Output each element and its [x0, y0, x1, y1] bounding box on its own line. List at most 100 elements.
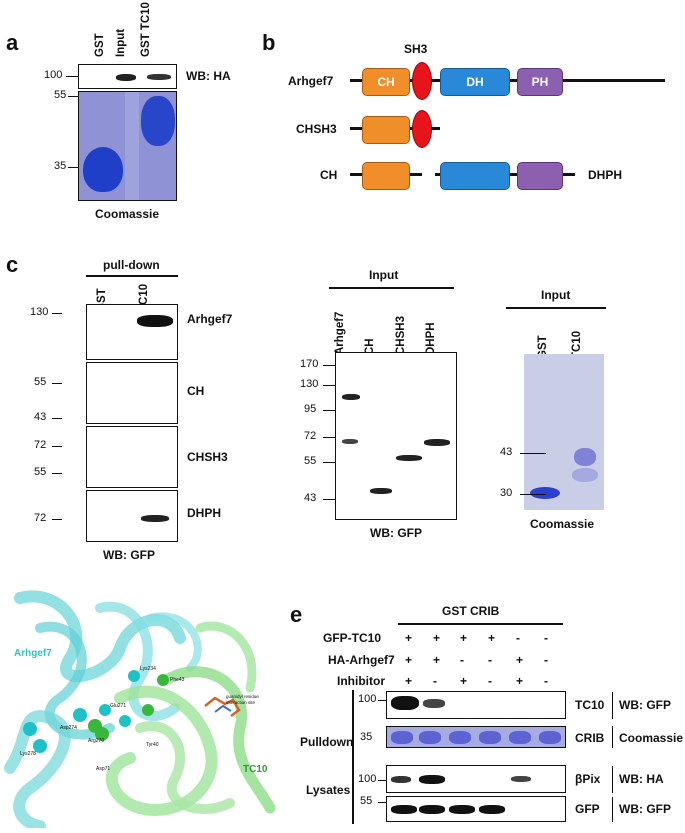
mw-tick: [323, 410, 335, 412]
band: [572, 468, 598, 482]
pulldown-label: Pulldown: [300, 735, 354, 749]
mw-label: 55: [304, 455, 317, 467]
mw-label: 72: [34, 512, 47, 524]
lane-label-gst: GST: [94, 33, 106, 57]
domain-row-dhph: DHPH: [588, 168, 623, 182]
wb-ha-label: WB: HA: [186, 69, 231, 83]
residue-label: Lys278: [20, 751, 36, 757]
mw-label: 100: [358, 693, 377, 705]
blot-detection-gfp: WB: GFP: [619, 698, 671, 712]
mw-label: 72: [304, 430, 317, 442]
mw-tick: [52, 313, 62, 315]
mw-label: 100: [44, 69, 63, 81]
lane-label-arhgef7: Arhgef7: [334, 311, 346, 355]
blot-label-chsh3: CHSH3: [187, 450, 228, 464]
panel-a-letter: a: [6, 30, 19, 55]
condition-sign: -: [488, 674, 492, 688]
domain-row-arhgef7: Arhgef7: [288, 74, 334, 88]
coomassie-gel-a: [78, 91, 177, 201]
condition-sign: +: [433, 631, 441, 645]
crib-header: GST CRIB: [442, 604, 500, 618]
blot-c-chsh3: [86, 426, 178, 488]
condition-sign: -: [544, 631, 548, 645]
header-rule: [506, 307, 606, 309]
band: [479, 805, 505, 814]
residue-label: Asp71: [96, 766, 111, 772]
band: [116, 74, 136, 81]
mw-tick: [378, 780, 386, 782]
band: [391, 805, 417, 814]
structure-model: [0, 588, 280, 832]
band: [141, 515, 169, 522]
residue-label: Arg270: [88, 738, 105, 744]
blot-a-ha: [78, 64, 177, 89]
mw-label: 30: [500, 487, 513, 499]
domain-row-ch: CH: [320, 168, 338, 182]
condition-sign: -: [544, 674, 548, 688]
mw-label: 100: [358, 773, 377, 785]
band: [509, 731, 531, 744]
lysates-label: Lysates: [306, 783, 351, 797]
condition-sign: +: [460, 631, 468, 645]
condition-sign: +: [460, 674, 468, 688]
condition-sign: +: [405, 631, 413, 645]
mw-tick: [52, 446, 62, 448]
tc10-structure-label: TC10: [243, 764, 268, 775]
blot-detection-gfp-2: WB: GFP: [619, 802, 671, 816]
condition-sign: +: [516, 674, 524, 688]
band: [125, 92, 139, 200]
mw-tick: [520, 453, 546, 455]
mw-tick: [52, 519, 62, 521]
condition-sign: -: [460, 653, 464, 667]
separator-line: [612, 766, 614, 793]
lane-label-input: Input: [115, 28, 127, 57]
mw-label: 43: [500, 446, 513, 458]
band: [370, 488, 392, 494]
mw-label: 55: [34, 376, 47, 388]
blot-c-ch: [86, 362, 178, 424]
input-header: Input: [369, 268, 399, 282]
bracket-line: [352, 764, 354, 824]
band: [137, 315, 173, 327]
mw-tick: [378, 700, 386, 702]
input2-header: Input: [541, 288, 571, 302]
blot-label-arhgef7: Arhgef7: [187, 312, 233, 326]
lane-label-gst-tc10: GST TC10: [140, 2, 152, 57]
mw-label: 130: [300, 378, 319, 390]
mw-tick: [520, 494, 546, 496]
ph-domain: PH: [517, 68, 563, 96]
band: [574, 448, 596, 466]
pulldown-header: pull-down: [103, 258, 160, 272]
mw-tick: [378, 802, 386, 804]
mw-label: 43: [34, 411, 47, 423]
condition-inhibitor: Inhibitor: [337, 674, 385, 688]
mw-tick: [68, 167, 78, 169]
band: [391, 696, 419, 710]
blot-e-crib: [386, 726, 566, 748]
condition-sign: -: [433, 674, 437, 688]
band: [511, 776, 531, 782]
lane-label-chsh3: CHSH3: [395, 316, 407, 355]
mw-label: 55: [54, 89, 67, 101]
mw-label: 72: [34, 439, 47, 451]
blot-c-arhgef7: [86, 304, 178, 360]
mw-label: 130: [30, 306, 49, 318]
mw-tick: [323, 462, 335, 464]
mw-label: 95: [304, 403, 317, 415]
header-rule: [329, 287, 454, 289]
coomassie-gel-c: [524, 354, 604, 510]
residue-label: Tyr40: [146, 742, 159, 748]
sh3-domain: [412, 62, 432, 100]
mw-tick: [323, 365, 335, 367]
structure-svg: [0, 588, 280, 832]
panel-c-letter: c: [6, 252, 19, 277]
mw-label: 35: [360, 731, 373, 743]
condition-sign: +: [405, 653, 413, 667]
band: [449, 731, 471, 744]
band: [396, 455, 422, 461]
band: [419, 731, 441, 744]
band: [141, 96, 175, 146]
coomassie-label: Coomassie: [95, 207, 160, 221]
condition-gfp-tc10: GFP-TC10: [323, 631, 382, 645]
band: [423, 699, 445, 708]
